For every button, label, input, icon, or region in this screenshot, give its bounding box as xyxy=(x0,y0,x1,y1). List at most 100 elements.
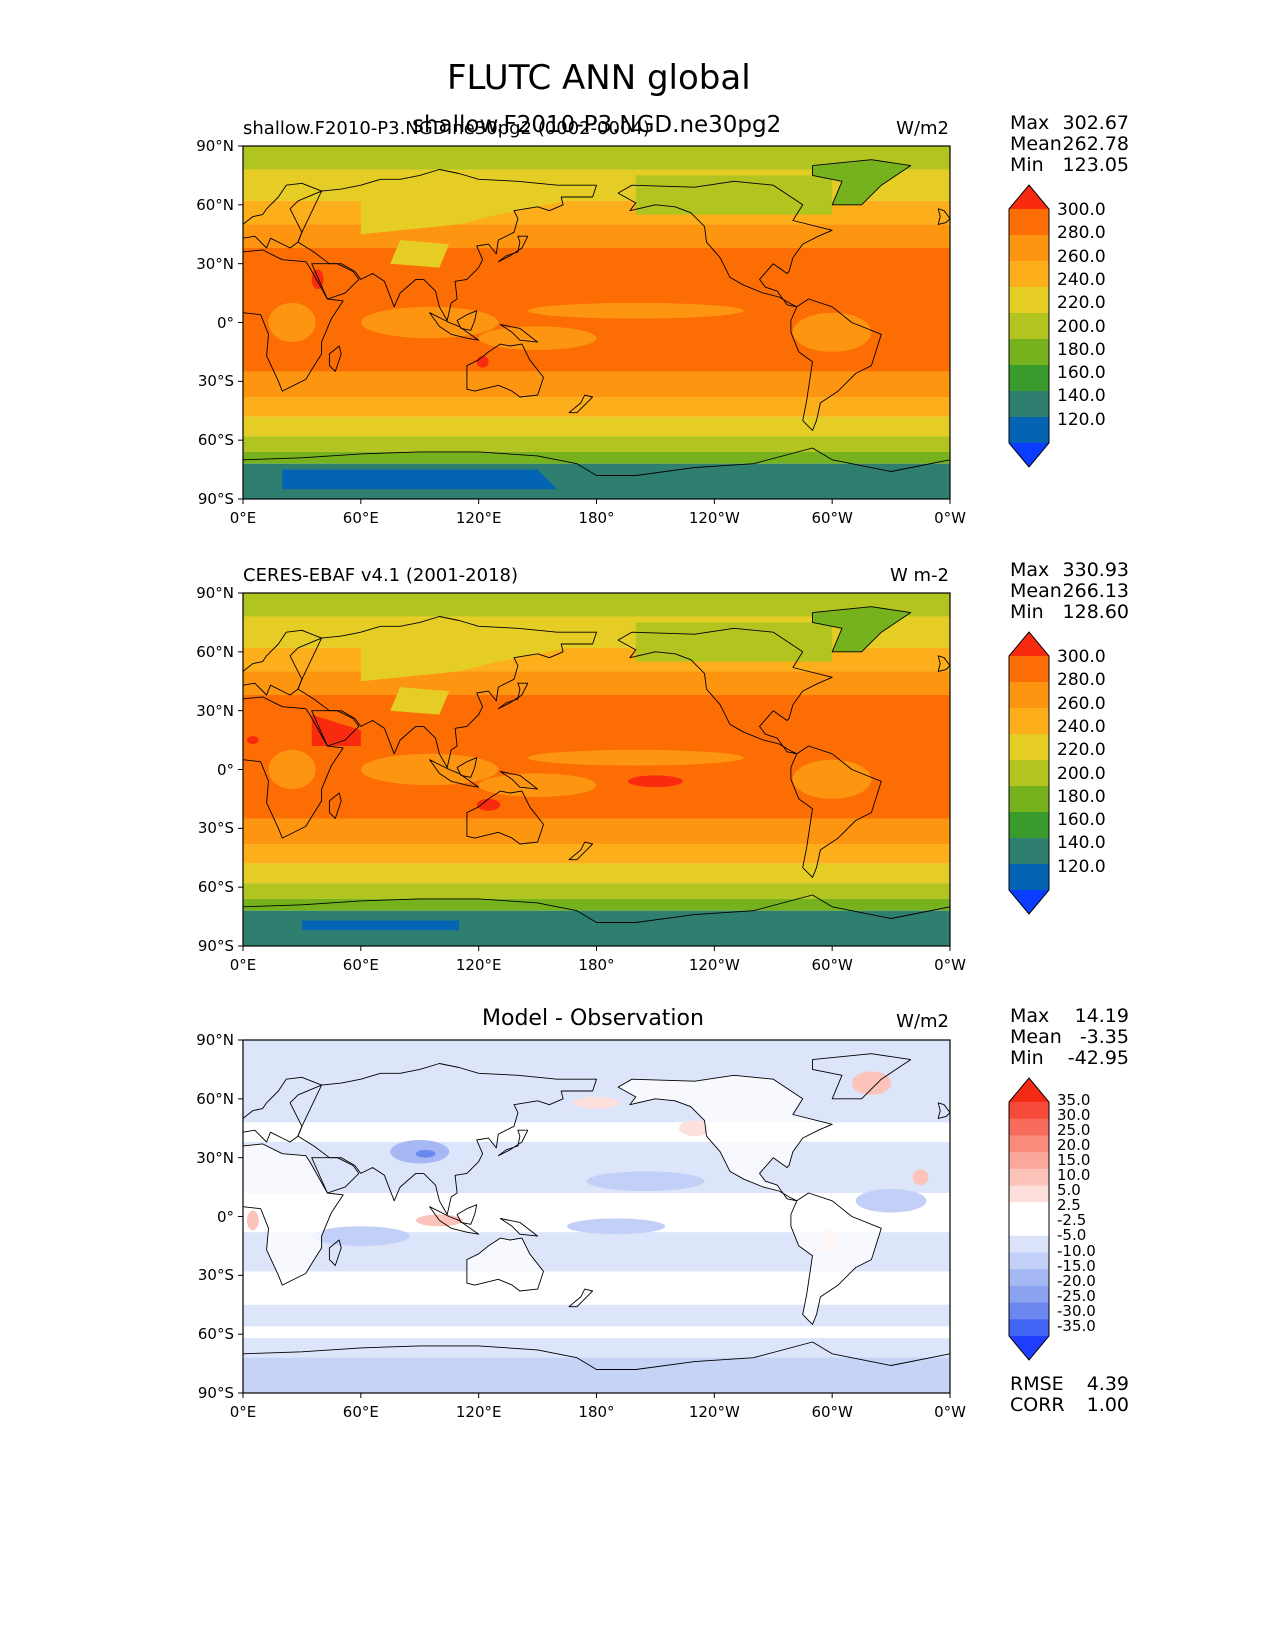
colorbar-segment xyxy=(1009,864,1049,891)
colorbar-segment xyxy=(1009,1202,1049,1220)
contour-band xyxy=(243,863,950,884)
lon-tick-label: 0°E xyxy=(229,1403,257,1421)
contour-region xyxy=(478,326,597,350)
colorbar-tick-label: 200.0 xyxy=(1057,316,1106,337)
colorbar-tick-label: -35.0 xyxy=(1057,1316,1096,1335)
colorbar-segment xyxy=(1009,838,1049,865)
contour-band xyxy=(243,224,950,248)
colorbar-tick-label: 120.0 xyxy=(1057,856,1106,877)
coastline xyxy=(242,1143,344,1286)
contour-band xyxy=(243,593,950,617)
lon-tick-label: 60°W xyxy=(811,509,853,527)
colorbar-segment xyxy=(1009,1285,1049,1304)
colorbar-tick-label: 280.0 xyxy=(1057,670,1106,691)
colorbar-segment xyxy=(1009,1319,1049,1337)
lon-tick-label: 0°W xyxy=(934,509,966,527)
coastline xyxy=(617,180,833,308)
colorbar-tick-label: 220.0 xyxy=(1057,740,1106,761)
colorbar-tick-label: 160.0 xyxy=(1057,810,1106,831)
map-plot xyxy=(238,592,951,951)
coastline xyxy=(311,710,360,747)
colorbar-tick-label: 280.0 xyxy=(1057,223,1106,244)
colorbar xyxy=(1008,631,1050,915)
lat-tick-label: 90°S xyxy=(197,937,234,955)
lon-tick-label: 0°E xyxy=(229,509,257,527)
contour-band xyxy=(243,671,950,695)
colorbar-tick-label: 20.0 xyxy=(1057,1136,1091,1155)
contour-band xyxy=(243,397,950,417)
coastline xyxy=(499,1218,539,1237)
lat-tick-label: 0° xyxy=(216,1207,234,1226)
coastline xyxy=(297,616,597,768)
stat-max-value: 330.93 xyxy=(1062,559,1129,581)
coastline xyxy=(429,1206,480,1235)
corr-value: 1.00 xyxy=(1086,1394,1129,1416)
coastline xyxy=(242,249,344,392)
contour-region xyxy=(360,181,597,235)
lat-tick-label: 90°N xyxy=(196,1031,234,1049)
stat-mean-label: Mean xyxy=(1010,133,1062,155)
lon-tick-label: 0°W xyxy=(934,1403,966,1421)
panel-left-title: CERES-EBAF v4.1 (2001-2018) xyxy=(243,565,519,586)
contour-region xyxy=(390,240,450,268)
colorbar-segment xyxy=(1009,812,1049,839)
corr-label: CORR xyxy=(1010,1394,1065,1416)
panel-left-title: shallow.F2010-P3.NGD.ne30pg2 (0002-0004) xyxy=(243,118,650,139)
rmse-label: RMSE xyxy=(1010,1373,1064,1395)
colorbar-segment xyxy=(1009,1185,1049,1203)
colorbar-tick-label: -25.0 xyxy=(1057,1286,1096,1305)
contour-band xyxy=(243,1122,950,1142)
stat-min-value: 123.05 xyxy=(1062,154,1129,176)
coastline xyxy=(328,792,342,819)
colorbar-segment xyxy=(1009,339,1049,366)
contour-region xyxy=(390,687,450,715)
colorbar-segment xyxy=(1009,1102,1049,1120)
lon-tick-label: 180° xyxy=(578,1403,615,1421)
colorbar-tick-label: 35.0 xyxy=(1057,1091,1091,1109)
colorbar-tick-label: 300.0 xyxy=(1057,200,1106,220)
colorbar-segment xyxy=(1009,734,1049,761)
lon-tick-label: 60°W xyxy=(811,956,853,974)
colorbar-tick-label: 25.0 xyxy=(1057,1121,1091,1140)
coastline xyxy=(812,1053,912,1100)
colorbar-segment xyxy=(1009,1269,1049,1287)
contour-band xyxy=(243,1357,950,1393)
colorbar-segment xyxy=(1009,1252,1049,1270)
lon-tick-label: 0°W xyxy=(934,956,966,974)
colorbar-segment xyxy=(1009,417,1049,444)
colorbar-tick-label: 240.0 xyxy=(1057,269,1106,290)
colorbar-tick-label: 160.0 xyxy=(1057,363,1106,384)
coastline xyxy=(497,682,529,710)
colorbar-segment xyxy=(1009,682,1049,709)
rmse-value: 4.39 xyxy=(1086,1373,1129,1395)
colorbar-segment xyxy=(1009,1135,1049,1153)
colorbar-segment xyxy=(1009,261,1049,288)
coastline xyxy=(937,655,951,672)
stat-max-value: 302.67 xyxy=(1062,112,1129,134)
colorbar-tick-label: 300.0 xyxy=(1057,647,1106,667)
contour-band xyxy=(243,371,950,398)
figure-title: FLUTC ANN global xyxy=(447,58,751,98)
stat-mean-value: 262.78 xyxy=(1062,133,1129,155)
contour-band xyxy=(243,883,950,899)
contour-band xyxy=(243,416,950,437)
colorbar-outline xyxy=(1008,1077,1050,1361)
contour-region xyxy=(572,1096,621,1109)
colorbar-tick-label: 260.0 xyxy=(1057,246,1106,267)
coastline xyxy=(242,1076,323,1143)
coastline xyxy=(466,790,544,845)
lat-tick-label: 0° xyxy=(216,313,234,332)
contour-region xyxy=(268,749,316,790)
lat-tick-label: 90°N xyxy=(196,584,234,602)
lon-tick-label: 180° xyxy=(578,956,615,974)
contour-band xyxy=(243,436,950,452)
land-field xyxy=(466,1238,544,1291)
coastline xyxy=(466,343,544,398)
panel-center-title: Model - Observation xyxy=(482,1006,704,1031)
colorbar-segment xyxy=(1009,1152,1049,1170)
coastline xyxy=(242,629,323,696)
coastline xyxy=(242,182,323,249)
contour-region xyxy=(851,1071,892,1095)
colorbar-segment xyxy=(1009,287,1049,314)
coastline xyxy=(937,208,951,225)
